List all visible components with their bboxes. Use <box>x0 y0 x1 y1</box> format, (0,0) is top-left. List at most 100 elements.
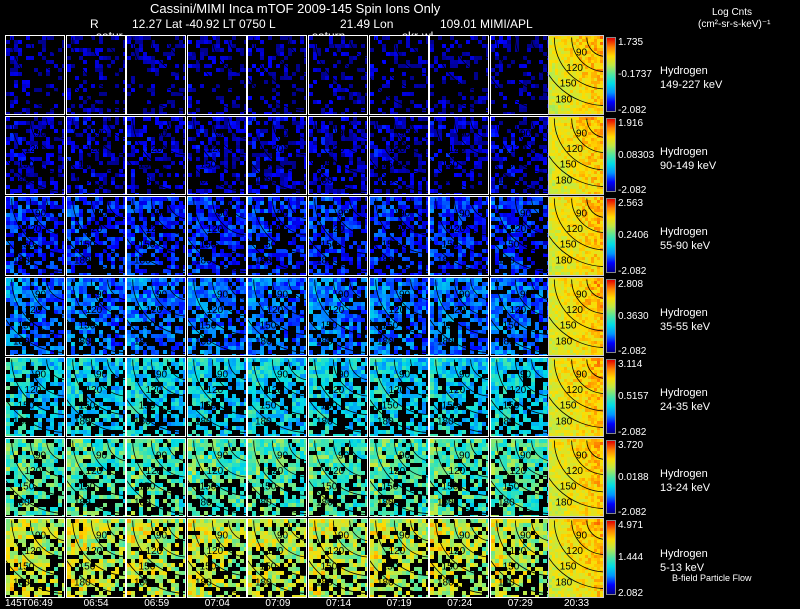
contour-lines <box>127 359 186 433</box>
contour-label: 120 <box>206 465 223 476</box>
image-panel: 90 120 150 180 <box>65 276 126 356</box>
contour-label: 180 <box>255 175 272 186</box>
image-panel: 90 120 150 180 <box>489 276 550 356</box>
contour-label: 90 <box>217 208 229 219</box>
color-bar-max: 2.563 <box>618 198 644 209</box>
contour-lines <box>549 37 603 106</box>
contour-label: 90 <box>399 450 411 461</box>
contour-arc <box>571 520 603 555</box>
contour-arc <box>90 279 125 316</box>
contour-label: 120 <box>206 385 223 396</box>
units-label: (cm²-sr-s-keV)⁻¹ <box>698 19 771 30</box>
contour-label: 150 <box>442 400 459 411</box>
contour-arc <box>248 560 307 594</box>
contour-lines <box>66 279 125 353</box>
contour-label: 120 <box>566 385 583 396</box>
contour-label: 180 <box>13 175 30 186</box>
contour-arc <box>288 359 307 380</box>
contour-label: 120 <box>509 224 526 235</box>
contour-label: 120 <box>267 224 284 235</box>
contour-label: 150 <box>321 561 338 572</box>
contour-arc <box>514 520 549 558</box>
image-panel: 90 120 150 180 <box>489 196 550 276</box>
contour-arc <box>90 359 125 397</box>
contour-label: 150 <box>18 239 35 250</box>
contour-arc <box>549 476 603 509</box>
contour-arc <box>369 77 428 111</box>
contour-arc <box>167 440 186 461</box>
contour-arc <box>66 238 125 272</box>
contour-arc <box>253 118 307 174</box>
contour-label: 120 <box>388 143 405 154</box>
contour-label: 120 <box>328 385 345 396</box>
contour-label: 180 <box>498 256 515 267</box>
contour-label: 120 <box>267 546 284 557</box>
contour-label: 120 <box>25 465 42 476</box>
image-panel: 90 120 150 180 <box>5 196 65 276</box>
contour-arc <box>369 318 428 353</box>
contour-arc <box>309 77 367 111</box>
contour-lines <box>66 198 125 272</box>
contour-arc <box>490 479 549 514</box>
contour-label: 120 <box>388 304 405 315</box>
contour-label: 120 <box>206 304 223 315</box>
contour-arc <box>496 520 549 577</box>
contour-arc <box>349 37 367 58</box>
contour-label: 180 <box>195 578 212 589</box>
average-panel: 90 120 150 180 <box>548 276 604 356</box>
color-bar-max: 4.971 <box>618 520 644 531</box>
contour-arc <box>430 560 489 594</box>
image-panel: 90 120 150 180 <box>368 518 429 598</box>
contour-label: 180 <box>255 497 272 508</box>
contour-label: 120 <box>449 385 466 396</box>
contour-arc <box>6 238 64 272</box>
contour-label: 180 <box>255 578 272 589</box>
contour-label: 180 <box>74 497 91 508</box>
contour-label: 150 <box>260 320 277 331</box>
contour-arc <box>46 118 64 139</box>
contour-lines <box>309 440 367 514</box>
image-panel: 90 120 150 180 <box>429 437 490 517</box>
contour-arc <box>46 440 64 461</box>
color-bar-mid: 0.5157 <box>618 391 649 402</box>
contour-lines <box>430 279 489 353</box>
time-label: 07:24 <box>447 598 473 609</box>
contour-label: 120 <box>146 546 163 557</box>
contour-arc <box>553 520 603 573</box>
contour-lines <box>309 359 367 433</box>
contour-arc <box>272 440 307 477</box>
contour-arc <box>514 279 549 316</box>
contour-arc <box>393 279 428 316</box>
contour-lines <box>6 118 64 192</box>
contour-label: 120 <box>509 304 526 315</box>
contour-label: 90 <box>277 530 289 541</box>
contour-label: 150 <box>502 561 519 572</box>
contour-arc <box>127 479 186 514</box>
contour-lines <box>430 359 489 433</box>
contour-label: 180 <box>377 417 394 428</box>
contour-arc <box>435 359 489 416</box>
contour-lines <box>6 198 64 272</box>
contour-label: 90 <box>576 530 588 541</box>
contour-label: 150 <box>442 239 459 250</box>
color-bar-min: -2.082 <box>618 346 647 357</box>
color-bar <box>606 37 616 112</box>
contour-lines <box>430 118 489 192</box>
contour-arc <box>549 396 603 428</box>
contour-label: 90 <box>576 208 588 219</box>
contour-arc <box>167 37 186 58</box>
contour-label: 150 <box>18 400 35 411</box>
image-panel: 90 120 150 180 <box>429 115 490 195</box>
contour-label: 180 <box>437 175 454 186</box>
contour-arc <box>29 440 64 477</box>
contour-arc <box>211 279 246 316</box>
contour-arc <box>227 520 246 541</box>
average-panel: 90 120 150 180 <box>548 518 604 598</box>
contour-arc <box>288 279 307 300</box>
contour-lines <box>187 440 246 514</box>
image-panel: 90 120 150 180 <box>65 437 126 517</box>
contour-arc <box>571 359 603 394</box>
contour-arc <box>349 440 367 461</box>
contour-label: 120 <box>85 143 102 154</box>
contour-arc <box>211 359 246 397</box>
